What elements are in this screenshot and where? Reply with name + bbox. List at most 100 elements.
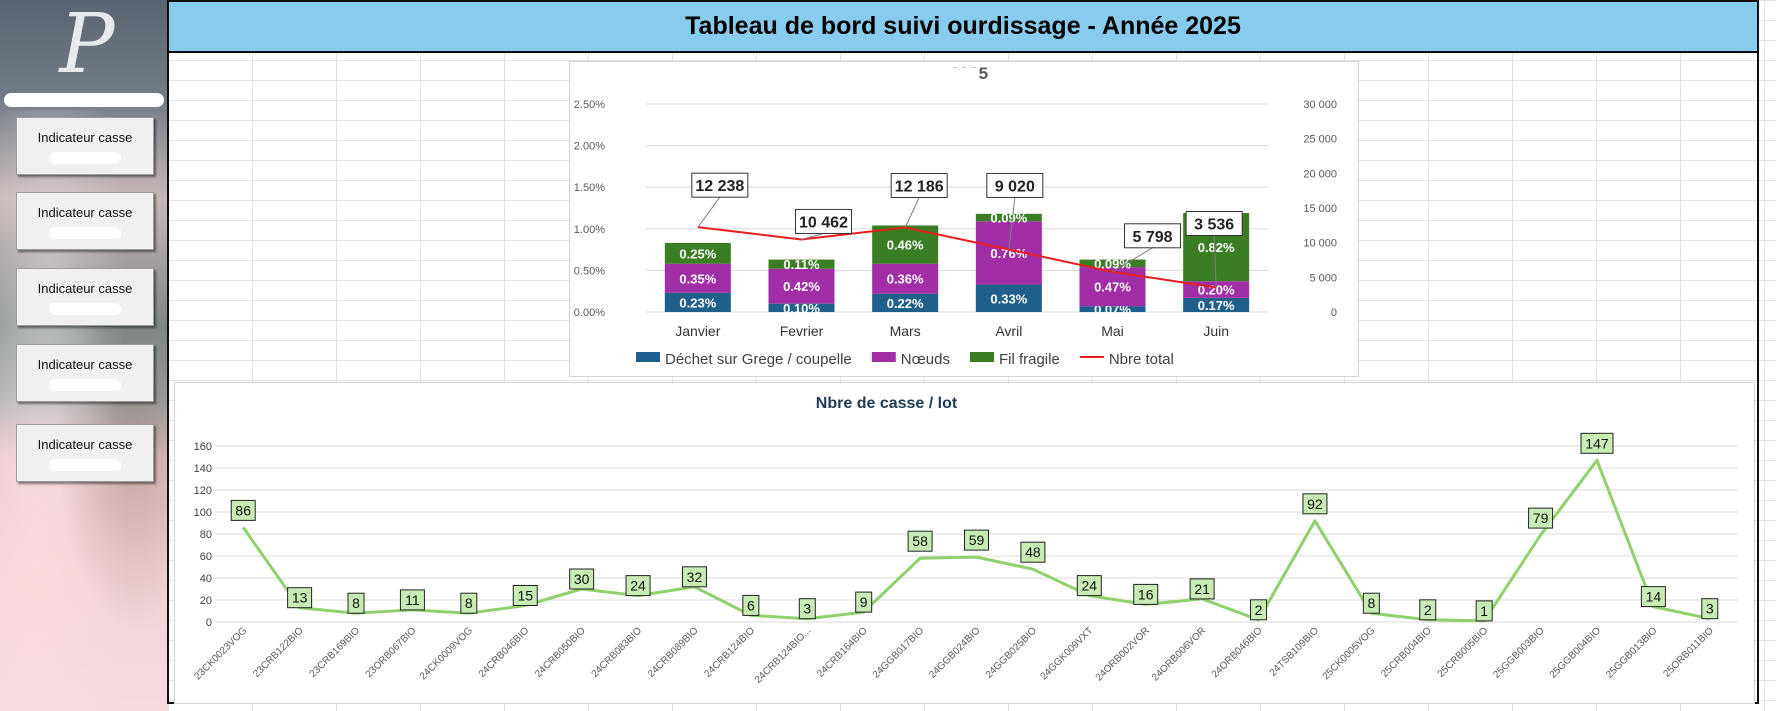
y-tick: 20	[200, 595, 212, 607]
bar-segment-3	[664, 242, 731, 264]
indicator-button-3[interactable]: Indicateur casse	[16, 268, 154, 326]
bar-segment-1	[1183, 297, 1250, 312]
redacted-text	[49, 227, 121, 239]
bar-data-label: 0.17%	[1198, 298, 1235, 313]
x-tick-label: 23ORB067BIO	[364, 625, 419, 680]
data-label: 48	[1025, 544, 1041, 560]
bar-data-label: 0.09%	[990, 211, 1027, 226]
sidebar-panel: P Indicateur casse Indicateur casse Indi…	[0, 0, 168, 711]
indicator-button-label: Indicateur casse	[37, 281, 133, 296]
legend-swatch	[871, 352, 896, 362]
data-label-box	[1076, 575, 1102, 597]
leader-line	[1008, 197, 1016, 250]
bar-segment-2	[664, 263, 731, 293]
leader-line	[801, 232, 824, 240]
x-tick-label: Janvier	[675, 323, 720, 339]
x-tick-label: 24CK0009VOG	[418, 625, 475, 682]
indicator-button-4[interactable]: Indicateur casse	[16, 344, 154, 402]
company-logo: P	[59, 0, 115, 92]
y-left-tick: 2.00%	[574, 141, 605, 153]
x-tick-label: 24GGB017BIO	[871, 625, 926, 680]
indicator-button-2[interactable]: Indicateur casse	[16, 192, 154, 250]
indicator-button-1[interactable]: Indicateur casse	[16, 117, 154, 175]
data-label: 15	[517, 588, 533, 604]
data-label-box	[569, 568, 595, 590]
x-tick-label: 25CRB005BIO	[1436, 625, 1491, 680]
y-right-tick: 0	[1331, 307, 1337, 319]
bar-data-label: 0.11%	[783, 257, 820, 272]
leader-line	[904, 197, 920, 228]
data-label-box	[1419, 599, 1437, 621]
y-tick: 140	[194, 463, 212, 475]
lot-line	[241, 458, 1711, 623]
redacted-text	[49, 303, 121, 315]
data-label: 86	[235, 502, 251, 518]
y-tick: 60	[200, 551, 212, 563]
y-left-tick: 2.50%	[574, 99, 605, 111]
bar-segment-2	[872, 263, 939, 294]
x-tick-label: 25GGB003BIO	[1491, 625, 1546, 680]
x-tick-label: 24CRB124BIO	[702, 625, 757, 680]
total-data-label: 9 020	[995, 178, 1035, 195]
bar-data-label: 0.36%	[887, 272, 924, 287]
bar-segment-1	[768, 303, 835, 312]
y-right-tick: 10 000	[1303, 238, 1337, 250]
data-label-box	[1020, 541, 1046, 563]
total-data-label: 12 238	[695, 178, 744, 195]
data-label: 30	[574, 571, 590, 587]
data-label-box	[681, 566, 707, 588]
y-right-tick: 30 000	[1303, 99, 1337, 111]
data-label-box	[742, 594, 760, 616]
bar-segment-2	[975, 221, 1042, 285]
bar-data-label: 0.42%	[783, 279, 820, 294]
lot-chart-card[interactable]: Nbre de casse / lot 0 20 40 60 80 100 120 140 160…	[174, 382, 1755, 704]
total-data-label: 3 536	[1194, 216, 1234, 233]
y-tick: 0	[206, 617, 212, 629]
data-label: 1	[1480, 603, 1488, 619]
data-label-box	[1189, 578, 1215, 600]
data-label-box	[964, 529, 989, 551]
total-data-label: 10 462	[799, 214, 848, 231]
data-label: 6	[747, 597, 755, 613]
bar-segment-3	[768, 259, 835, 269]
leader-line	[1112, 247, 1153, 273]
x-tick-label: 24GGB025BIO	[984, 625, 1039, 680]
data-label-box	[1701, 598, 1719, 620]
data-label: 2	[1255, 602, 1263, 618]
data-label: 8	[465, 595, 473, 611]
x-tick-label: 24GGB024BIO	[927, 625, 982, 680]
x-tick-label: 24CRB046BIO	[477, 625, 532, 680]
x-tick-label: 24TSB109BIO	[1268, 625, 1322, 679]
leader-line	[1213, 235, 1217, 288]
data-label: 59	[969, 532, 985, 548]
x-tick-label: 24GGK009VXT	[1039, 625, 1096, 682]
total-data-label: 5 798	[1132, 229, 1172, 246]
y-tick: 80	[200, 529, 212, 541]
indicator-button-5[interactable]: Indicateur casse	[16, 424, 154, 482]
bar-data-label: 0.76%	[990, 246, 1027, 261]
indicator-button-label: Indicateur casse	[37, 357, 133, 372]
data-label: 11	[405, 592, 420, 608]
chart-title: Nbre de casse / lot	[816, 395, 958, 412]
data-label: 3	[803, 601, 811, 617]
y-right-tick: 5 000	[1309, 272, 1337, 284]
data-label-box	[1133, 583, 1159, 605]
bar-segment-1	[1079, 306, 1146, 312]
redacted-title-part	[870, 68, 978, 82]
x-tick-label: 25ORB011BIO	[1661, 625, 1716, 680]
total-line	[697, 226, 1217, 289]
y-left-tick: 1.00%	[574, 224, 605, 236]
data-label: 58	[912, 533, 928, 549]
x-tick-label: 25CRB004BIO	[1379, 625, 1434, 680]
data-label-box	[1640, 586, 1666, 608]
x-tick-label: 24ORB006VOR	[1150, 625, 1208, 683]
x-tick-label: Juin	[1203, 323, 1229, 339]
y-left-tick: 1.50%	[574, 182, 605, 194]
y-left-tick: 0.00%	[574, 307, 605, 319]
bar-segment-3	[1079, 259, 1146, 268]
legend-swatch	[969, 352, 994, 362]
legend-label: Fil fragile	[999, 351, 1060, 368]
x-tick-label: 23CK0023VOG	[192, 625, 249, 682]
